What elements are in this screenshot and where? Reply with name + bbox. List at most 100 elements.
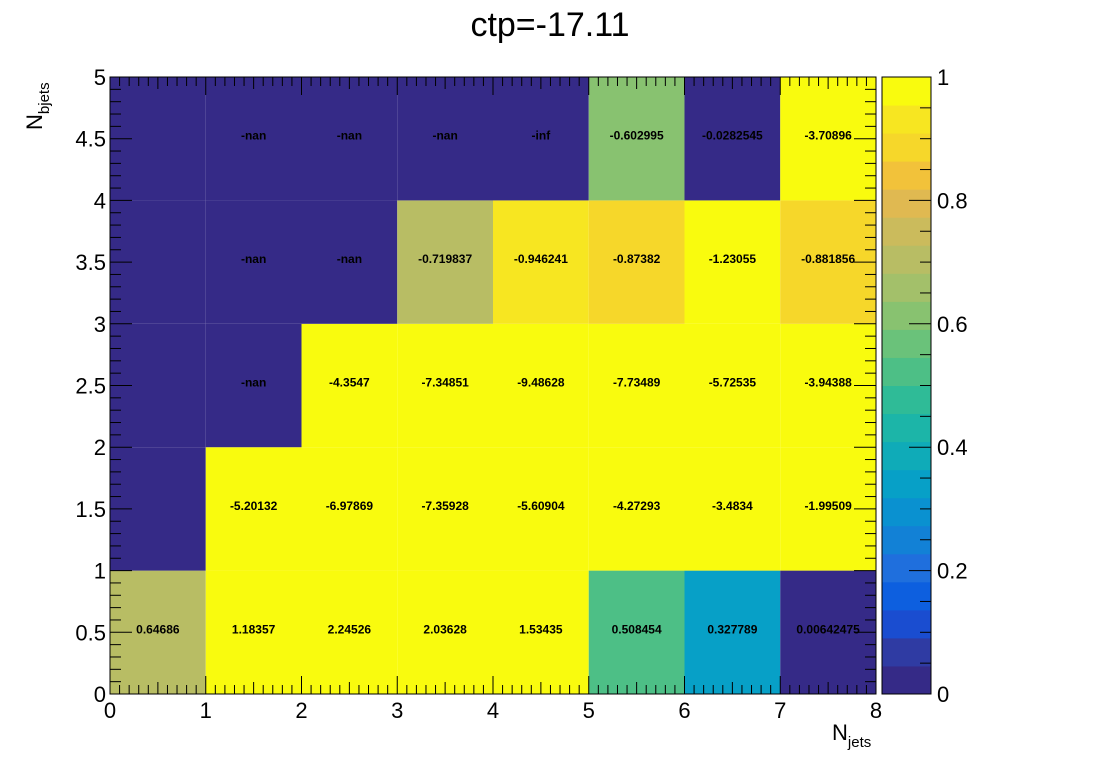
- y-tick-label: 4: [94, 188, 106, 213]
- heatmap-cell: [684, 570, 781, 694]
- heatmap-cell: [493, 323, 589, 448]
- color-scale-segment: [882, 497, 931, 527]
- heatmap-cell-label: 0.00642475: [796, 622, 860, 636]
- heatmap-cell: [684, 77, 781, 201]
- y-axis-title-sub: bjets: [36, 82, 53, 114]
- heatmap-cell: [301, 570, 398, 694]
- heatmap-cell: [397, 570, 493, 694]
- x-tick-label: 0: [104, 698, 116, 723]
- color-scale-segment: [882, 553, 931, 583]
- heatmap-cells: [110, 77, 876, 694]
- heatmap-cell-label: 0.508454: [612, 622, 662, 636]
- x-axis-title: Njets: [832, 720, 871, 751]
- heatmap-cell-label: -4.3547: [329, 376, 370, 390]
- color-scale-segment: [882, 301, 931, 330]
- heatmap-cell: [493, 77, 589, 201]
- y-tick-label: 0: [94, 682, 106, 707]
- y-axis-title: Nbjets: [22, 82, 53, 130]
- heatmap-cell-label: -5.60904: [517, 499, 565, 513]
- heatmap-cell: [205, 447, 302, 571]
- y-tick-label: 1: [94, 559, 106, 584]
- heatmap-cell-label: 2.24526: [328, 622, 372, 636]
- heatmap-cell: [397, 323, 493, 448]
- heatmap-cell-label: -7.35928: [421, 499, 469, 513]
- heatmap-cell-label: -nan: [432, 129, 457, 143]
- heatmap-cell-label: -0.0282545: [702, 129, 763, 143]
- x-tick-label: 7: [774, 698, 786, 723]
- svg-text:Nbjets: Nbjets: [22, 82, 53, 130]
- x-tick-label: 8: [870, 698, 882, 723]
- color-scale-segment: [882, 385, 931, 415]
- heatmap-cell-label: -0.719837: [418, 252, 472, 266]
- heatmap-cell: [684, 200, 781, 324]
- x-tick-label: 6: [678, 698, 690, 723]
- heatmap-cell: [301, 200, 398, 324]
- heatmap-cell: [301, 447, 398, 571]
- svg-text:Njets: Njets: [832, 720, 871, 751]
- heatmap-cell: [588, 570, 685, 694]
- heatmap-cell-label: -nan: [241, 252, 266, 266]
- y-tick-label: 0.5: [75, 620, 106, 645]
- y-tick-label: 4.5: [75, 127, 106, 152]
- heatmap-cell-label: -nan: [241, 376, 266, 390]
- heatmap-cell-label: 0.327789: [707, 622, 757, 636]
- color-scale-segment: [882, 609, 931, 639]
- heatmap-cell: [397, 200, 493, 324]
- heatmap-cell-label: -0.602995: [610, 129, 664, 143]
- y-axis-ticks: 0 0.5 1 1.5 2 2.5 3 3.5 4 4.5 5: [75, 65, 876, 707]
- color-scale-segment: [882, 77, 931, 106]
- color-scale-segment: [882, 329, 931, 358]
- heatmap-cell: [684, 447, 781, 571]
- heatmap-cell-label: -1.23055: [709, 252, 757, 266]
- heatmap-cell-label: -1.99509: [804, 499, 852, 513]
- heatmap-cell: [301, 323, 398, 448]
- color-scale-segment: [882, 105, 931, 134]
- color-scale-segment: [882, 245, 931, 274]
- heatmap-cell-label: -nan: [241, 129, 266, 143]
- heatmap-cell-label: -inf: [532, 129, 552, 143]
- x-tick-label: 2: [295, 698, 307, 723]
- heatmap-cell: [493, 447, 589, 571]
- heatmap-cell-label: -7.73489: [613, 376, 661, 390]
- heatmap-cell: [588, 77, 685, 201]
- heatmap-cell: [397, 77, 493, 201]
- color-scale-tick-label: 0.8: [937, 188, 968, 213]
- color-scale-tick-label: 0: [937, 682, 949, 707]
- heatmap-cell-label: -7.34851: [421, 376, 469, 390]
- heatmap-cell: [493, 200, 589, 324]
- color-scale-tick-label: 0.2: [937, 559, 968, 584]
- color-scale-segment: [882, 189, 931, 218]
- heatmap-cell-label: -nan: [337, 129, 362, 143]
- heatmap-cell-label: -4.27293: [613, 499, 661, 513]
- heatmap-cell: [205, 570, 302, 694]
- heatmap-cell-labels: 0.64686 1.18357 2.24526 2.03628 1.53435 0.508…: [136, 129, 860, 637]
- color-scale-tick-label: 0.6: [937, 312, 968, 337]
- heatmap-cell-label: -3.70896: [804, 129, 852, 143]
- x-tick-label: 1: [200, 698, 212, 723]
- color-scale-segment: [882, 133, 931, 162]
- heatmap-cell-label: -3.94388: [804, 376, 852, 390]
- y-tick-label: 3: [94, 312, 106, 337]
- color-scale-segment: [882, 441, 931, 471]
- color-scale-segment: [882, 161, 931, 190]
- x-axis-ticks: 0 1 2 3 4 5 6 7 8: [104, 77, 882, 723]
- heatmap-cell: [493, 570, 589, 694]
- heatmap-cell: [397, 447, 493, 571]
- heatmap-cell-label: 0.64686: [136, 622, 180, 636]
- x-axis-title-main: N: [832, 720, 848, 745]
- x-axis-title-sub: jets: [847, 734, 871, 751]
- x-tick-label: 3: [391, 698, 403, 723]
- y-tick-label: 2.5: [75, 374, 106, 399]
- color-scale-tick-label: 0.4: [937, 435, 968, 460]
- heatmap-cell: [205, 200, 302, 324]
- heatmap-cell-label: -5.20132: [230, 499, 278, 513]
- color-scale-segment: [882, 469, 931, 499]
- heatmap-cell: [588, 323, 685, 448]
- heatmap-cell-label: -nan: [337, 252, 362, 266]
- heatmap-cell-label: -0.87382: [613, 252, 661, 266]
- heatmap-cell: [301, 77, 398, 201]
- color-scale-segment: [882, 413, 931, 443]
- heatmap-cell: [205, 77, 302, 201]
- color-scale-segment: [882, 637, 931, 667]
